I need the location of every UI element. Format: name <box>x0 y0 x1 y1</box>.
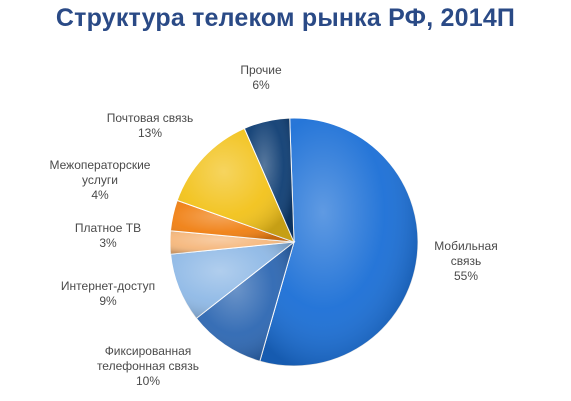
slice-label-6: Почтовая связь 13% <box>107 111 194 140</box>
slice-value-label: 9% <box>99 294 117 308</box>
slice-category-label: услуги <box>82 173 118 187</box>
slice-value-label: 55% <box>454 269 478 283</box>
pie-slice-shading-4 <box>169 230 294 255</box>
slice-category-label: Мобильная <box>434 239 497 253</box>
slice-value-label: 3% <box>99 236 117 250</box>
slice-category-label: Межоператорские <box>50 158 151 172</box>
slice-category-label: Платное ТВ <box>75 221 141 235</box>
slice-category-label: Интернет-доступ <box>61 279 155 293</box>
slice-value-label: 6% <box>252 78 270 92</box>
pie-slice-shading-1 <box>259 118 419 367</box>
slice-label-7: Прочие 6% <box>240 63 282 92</box>
slice-value-label: 4% <box>91 188 109 202</box>
slice-category-label: телефонная связь <box>97 359 199 373</box>
pie-slice-shading-7 <box>244 118 294 242</box>
pie-slices <box>169 117 419 367</box>
slice-label-5: Межоператорские услуги 4% <box>50 158 151 202</box>
svg-text:Платное ТВ3%: Платное ТВ 3% <box>75 221 141 250</box>
slice-label-2: Фиксированная телефонная связь 10% <box>97 344 199 388</box>
slice-label-4: Платное ТВ 3% <box>75 221 141 250</box>
slice-category-label: Фиксированная <box>105 344 192 358</box>
pie-labels: Мобильная связь 55% Фиксированная телефонная… <box>50 63 498 388</box>
pie-slice-shading-2 <box>196 242 294 362</box>
chart-title: Структура телеком рынка РФ, 2014П <box>55 4 516 32</box>
slice-label-3: Интернет-доступ 9% <box>61 279 155 308</box>
slice-value-label: 13% <box>138 126 162 140</box>
pie-slice-shading-5 <box>170 200 294 242</box>
slice-value-label: 10% <box>136 374 160 388</box>
slice-category-label: Прочие <box>240 63 282 77</box>
slice-category-label: Почтовая связь <box>107 111 194 125</box>
pie-slice-shading-3 <box>170 242 294 319</box>
slice-category-label: связь <box>451 254 482 268</box>
slice-label-1: Мобильная связь 55% <box>434 239 497 283</box>
pie-slice-shading-6 <box>177 128 294 242</box>
